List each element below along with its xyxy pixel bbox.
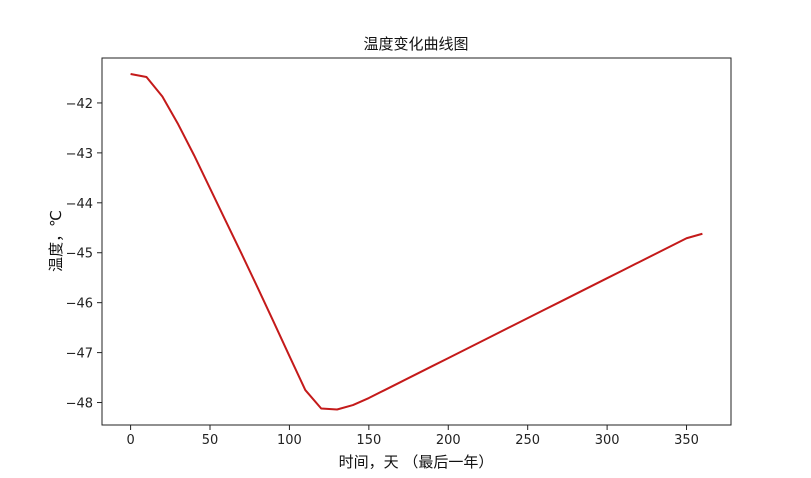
chart-title: 温度变化曲线图	[363, 35, 468, 53]
y-tick-label: −42	[66, 97, 93, 112]
y-tick-label: −47	[66, 347, 93, 362]
x-tick-label: 300	[595, 433, 620, 448]
x-axis-label: 时间，天 （最后一年）	[339, 453, 494, 471]
x-axis-ticks: 0 50 100 150 200 250 300 350	[126, 425, 699, 448]
temperature-series-line	[130, 72, 703, 411]
x-tick-label: 350	[674, 433, 699, 448]
plot-area-frame	[101, 57, 732, 426]
x-tick-label: 0	[126, 433, 134, 448]
series-layer	[130, 72, 703, 411]
x-tick-label: 50	[202, 433, 219, 448]
x-tick-label: 200	[436, 433, 461, 448]
y-tick-label: −45	[66, 247, 93, 262]
x-tick-label: 250	[515, 433, 540, 448]
y-tick-label: −46	[66, 297, 93, 312]
x-tick-label: 100	[277, 433, 302, 448]
x-tick-label: 150	[356, 433, 381, 448]
y-axis-label: 温度，℃	[47, 210, 65, 272]
y-tick-label: −48	[66, 397, 93, 412]
y-axis-ticks: −42 −43 −44 −45 −46 −47 −48	[66, 97, 102, 412]
y-tick-label: −43	[66, 147, 93, 162]
y-tick-label: −44	[66, 197, 93, 212]
